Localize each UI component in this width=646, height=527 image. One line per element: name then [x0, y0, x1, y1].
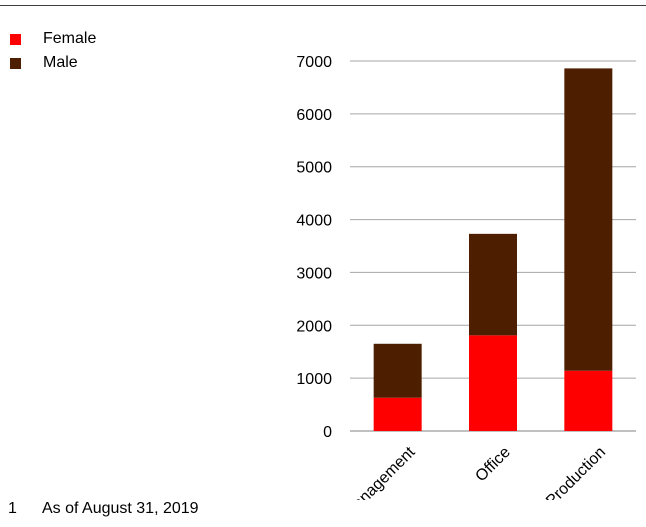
y-tick-label-4000: 4000 [296, 213, 332, 230]
stacked-bar-chart: 0 1000 2000 3000 4000 5000 6000 7000 Management O… [296, 54, 636, 500]
x-tick-label-office: Office [472, 444, 513, 485]
y-tick-label-5000: 5000 [296, 160, 332, 177]
legend-swatch-male [10, 57, 21, 69]
y-tick-label-7000: 7000 [296, 54, 332, 71]
bar-female-production [564, 370, 613, 431]
y-tick-label-3000: 3000 [296, 265, 332, 282]
legend-item-female: Female [10, 27, 96, 51]
bar-female-office [469, 335, 517, 431]
legend-label-female: Female [43, 30, 97, 47]
bar-male-production [564, 68, 613, 371]
legend-swatch-female [10, 33, 21, 45]
x-tick-label-management: Management [340, 443, 418, 500]
y-tick-label-0: 0 [323, 424, 332, 441]
top-rule [0, 5, 646, 6]
y-tick-label-2000: 2000 [296, 318, 332, 335]
footnote: 1 As of August 31, 2019 [8, 500, 199, 518]
y-tick-label-6000: 6000 [296, 107, 332, 124]
footnote-text: As of August 31, 2019 [42, 500, 199, 517]
footnote-number: 1 [8, 500, 17, 517]
bar-male-office [469, 233, 517, 336]
bar-female-management [373, 397, 422, 431]
legend-label-male: Male [43, 54, 78, 71]
chart-legend: Female Male [10, 27, 96, 75]
bar-male-management [373, 343, 422, 398]
x-tick-label-production: Production [543, 444, 609, 500]
y-tick-label-1000: 1000 [296, 371, 332, 388]
legend-item-male: Male [10, 51, 96, 75]
